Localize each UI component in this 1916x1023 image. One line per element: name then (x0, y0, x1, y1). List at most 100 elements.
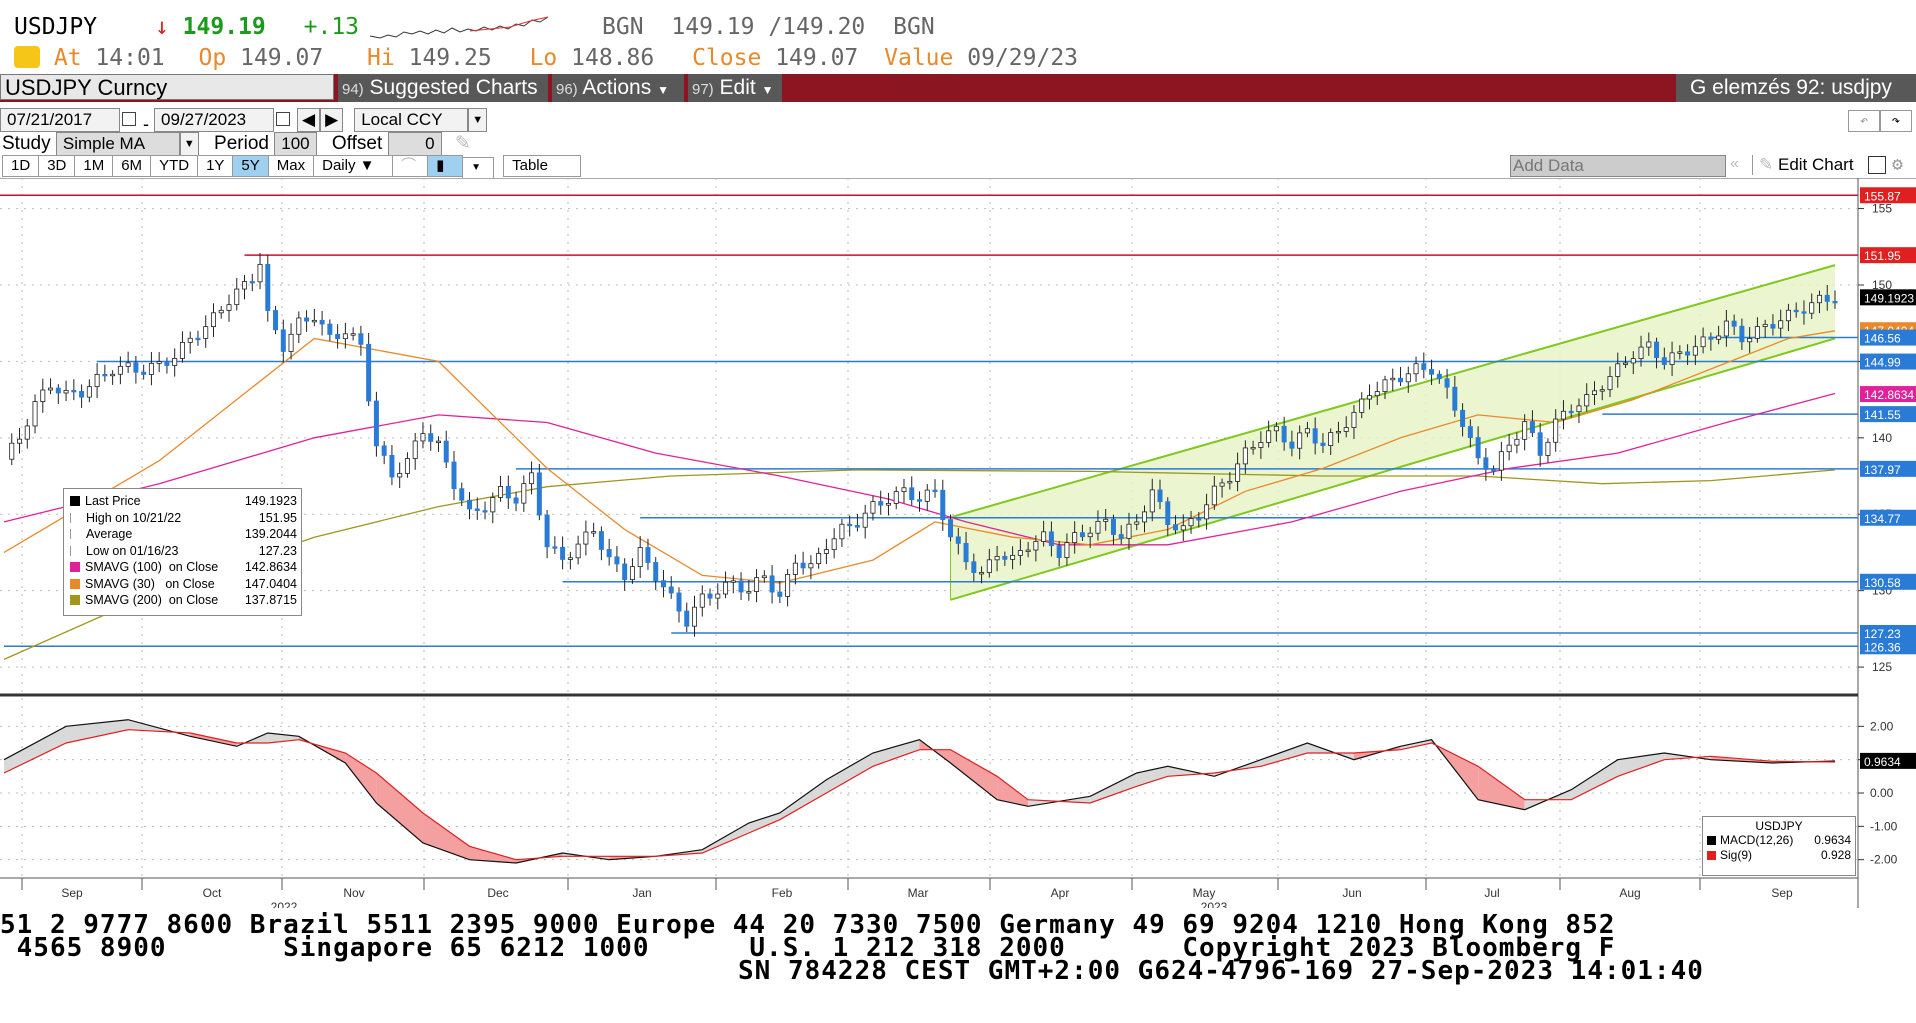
candle-body (979, 572, 985, 575)
y-tick-label: 140 (1872, 431, 1892, 445)
candle-body (1739, 325, 1745, 343)
candle-body (1731, 320, 1737, 327)
candle-body (1553, 418, 1559, 443)
price-label-box (1860, 247, 1916, 264)
suggested-charts-button[interactable]: 94) Suggested Charts (338, 74, 548, 102)
candle-body (1320, 442, 1326, 447)
table-button[interactable]: Table (503, 155, 582, 177)
candle-body (785, 574, 791, 597)
legend-swatch (70, 529, 81, 539)
y-tick-label: 155 (1872, 202, 1892, 216)
period-5y[interactable]: 5Y (232, 155, 269, 177)
chevron-down-icon[interactable]: ▼ (468, 108, 488, 132)
candle-body (715, 593, 721, 599)
period-ytd[interactable]: YTD (150, 155, 199, 177)
macd-fill (872, 739, 920, 767)
x-month-label: Sep (1771, 886, 1793, 900)
candle-body (172, 357, 178, 366)
candle-body (482, 510, 488, 513)
legend-value: 139.2044 (244, 527, 297, 541)
chart-type-dropdown[interactable]: ▼ (462, 157, 495, 179)
scroll-left-button[interactable]: ◀ (297, 108, 321, 132)
candle-body (1754, 326, 1760, 339)
candle-body (1072, 532, 1078, 544)
candle-body (707, 593, 713, 599)
candle-body (699, 593, 705, 608)
redo-button[interactable]: ↷ (1880, 110, 1912, 132)
legend-value: 142.8634 (244, 560, 297, 574)
period-1m[interactable]: 1M (74, 155, 114, 177)
period-input[interactable]: 100 (274, 132, 317, 156)
macd-fill (748, 813, 780, 833)
value-date: 09/29/23 (967, 45, 1079, 71)
legend-value: 149.1923 (244, 494, 297, 508)
gear-icon[interactable]: ⚙ (1892, 154, 1903, 175)
study-select[interactable]: Simple MA (55, 132, 180, 156)
grid (0, 178, 1916, 908)
period-1d[interactable]: 1D (2, 155, 40, 177)
candle-body (1816, 294, 1822, 304)
candle-body (1390, 377, 1396, 381)
actions-label: Actions (582, 76, 652, 99)
candle-body (1413, 363, 1419, 375)
x-month-label: Sep (61, 886, 83, 900)
candle-body (521, 483, 527, 504)
macd-fill (826, 753, 873, 793)
candle-body (467, 499, 473, 510)
edit-chart-button[interactable]: ✎ Edit Chart (1752, 155, 1854, 175)
add-data-field[interactable]: Add Data (1510, 155, 1726, 177)
undo-button[interactable]: ↶ (1848, 110, 1880, 132)
quote-detail-row: At 14:01 Op 149.07 Hi 149.25 Lo 148.86 C… (14, 45, 1078, 71)
offset-input[interactable]: 0 (387, 132, 442, 156)
x-month-label: Jan (632, 886, 651, 900)
candle-body (273, 310, 279, 331)
candle-body (226, 304, 232, 311)
legend-box: Last Price 149.1923 High on 10/21/22 151.95… (63, 488, 302, 616)
x-month-label: Feb (772, 886, 793, 900)
candle-body (1514, 438, 1520, 446)
close-value: 149.07 (775, 45, 859, 71)
end-date-field[interactable]: 09/27/2023 (154, 108, 275, 132)
price-label-text: 141.55 (1864, 408, 1901, 422)
net-change: +.13 (303, 14, 360, 40)
calendar-icon[interactable] (122, 112, 136, 126)
candle-body (1560, 410, 1566, 420)
period-3d[interactable]: 3D (38, 155, 76, 177)
scroll-right-button[interactable]: ▶ (320, 108, 344, 132)
candle-body (1483, 457, 1489, 470)
legend-row: Last Price 149.1923 (68, 493, 297, 510)
macd-fill (469, 846, 517, 863)
frequency-select[interactable]: Daily ▼ (313, 155, 394, 177)
macd-last-label: 0.9634 (1864, 755, 1901, 769)
candle-body (350, 333, 356, 336)
currency-select[interactable]: Local CCY (354, 108, 469, 132)
candle-chart-icon[interactable]: ▮ (427, 155, 464, 177)
chart-settings-icon[interactable] (1868, 156, 1886, 174)
study-row: Study Simple MA ▼ Period 100 Offset 0 ✎ (2, 132, 471, 156)
macd-panel: 2.001.000.00-1.00-2.000.9634 (3, 719, 1916, 867)
period-1y[interactable]: 1Y (197, 155, 234, 177)
period-6m[interactable]: 6M (112, 155, 152, 177)
security-field[interactable]: USDJPY Curncy (0, 74, 334, 100)
legend-row: High on 10/21/22 151.95 (68, 510, 297, 527)
candle-body (404, 458, 410, 474)
double-chevron-left-icon[interactable]: « (1730, 155, 1739, 172)
calendar-icon[interactable] (276, 112, 291, 126)
period-max[interactable]: Max (267, 155, 315, 177)
tape-line-2: 4565 8900 Singapore 65 6212 1000 U.S. 1 … (0, 933, 1616, 963)
candle-body (1079, 532, 1085, 538)
line-chart-icon[interactable]: ⌒ (392, 155, 429, 177)
legend-label: SMAVG (100) on Close (85, 560, 219, 574)
candle-body (893, 491, 899, 504)
edit-button[interactable]: 97) Edit ▼ (688, 74, 782, 102)
chevron-down-icon[interactable]: ▼ (179, 132, 199, 156)
candle-body (1242, 447, 1248, 465)
start-date-field[interactable]: 07/21/2017 (0, 108, 120, 132)
candle-body (1281, 425, 1287, 443)
candle-body (490, 497, 496, 513)
candle-body (1661, 357, 1667, 365)
candle-body (1692, 346, 1698, 356)
candle-body (117, 365, 123, 375)
actions-button[interactable]: 96) Actions ▼ (552, 74, 684, 102)
pencil-icon[interactable]: ✎ (454, 133, 471, 154)
